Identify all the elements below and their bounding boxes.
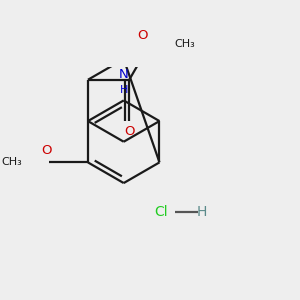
Text: O: O	[41, 144, 52, 158]
Text: CH₃: CH₃	[1, 158, 22, 167]
Text: H: H	[119, 85, 128, 95]
Text: CH₃: CH₃	[175, 39, 195, 49]
Text: Cl: Cl	[154, 205, 168, 219]
Text: O: O	[124, 125, 134, 138]
Text: N: N	[119, 68, 129, 81]
Text: H: H	[197, 205, 207, 219]
Text: O: O	[137, 29, 148, 42]
